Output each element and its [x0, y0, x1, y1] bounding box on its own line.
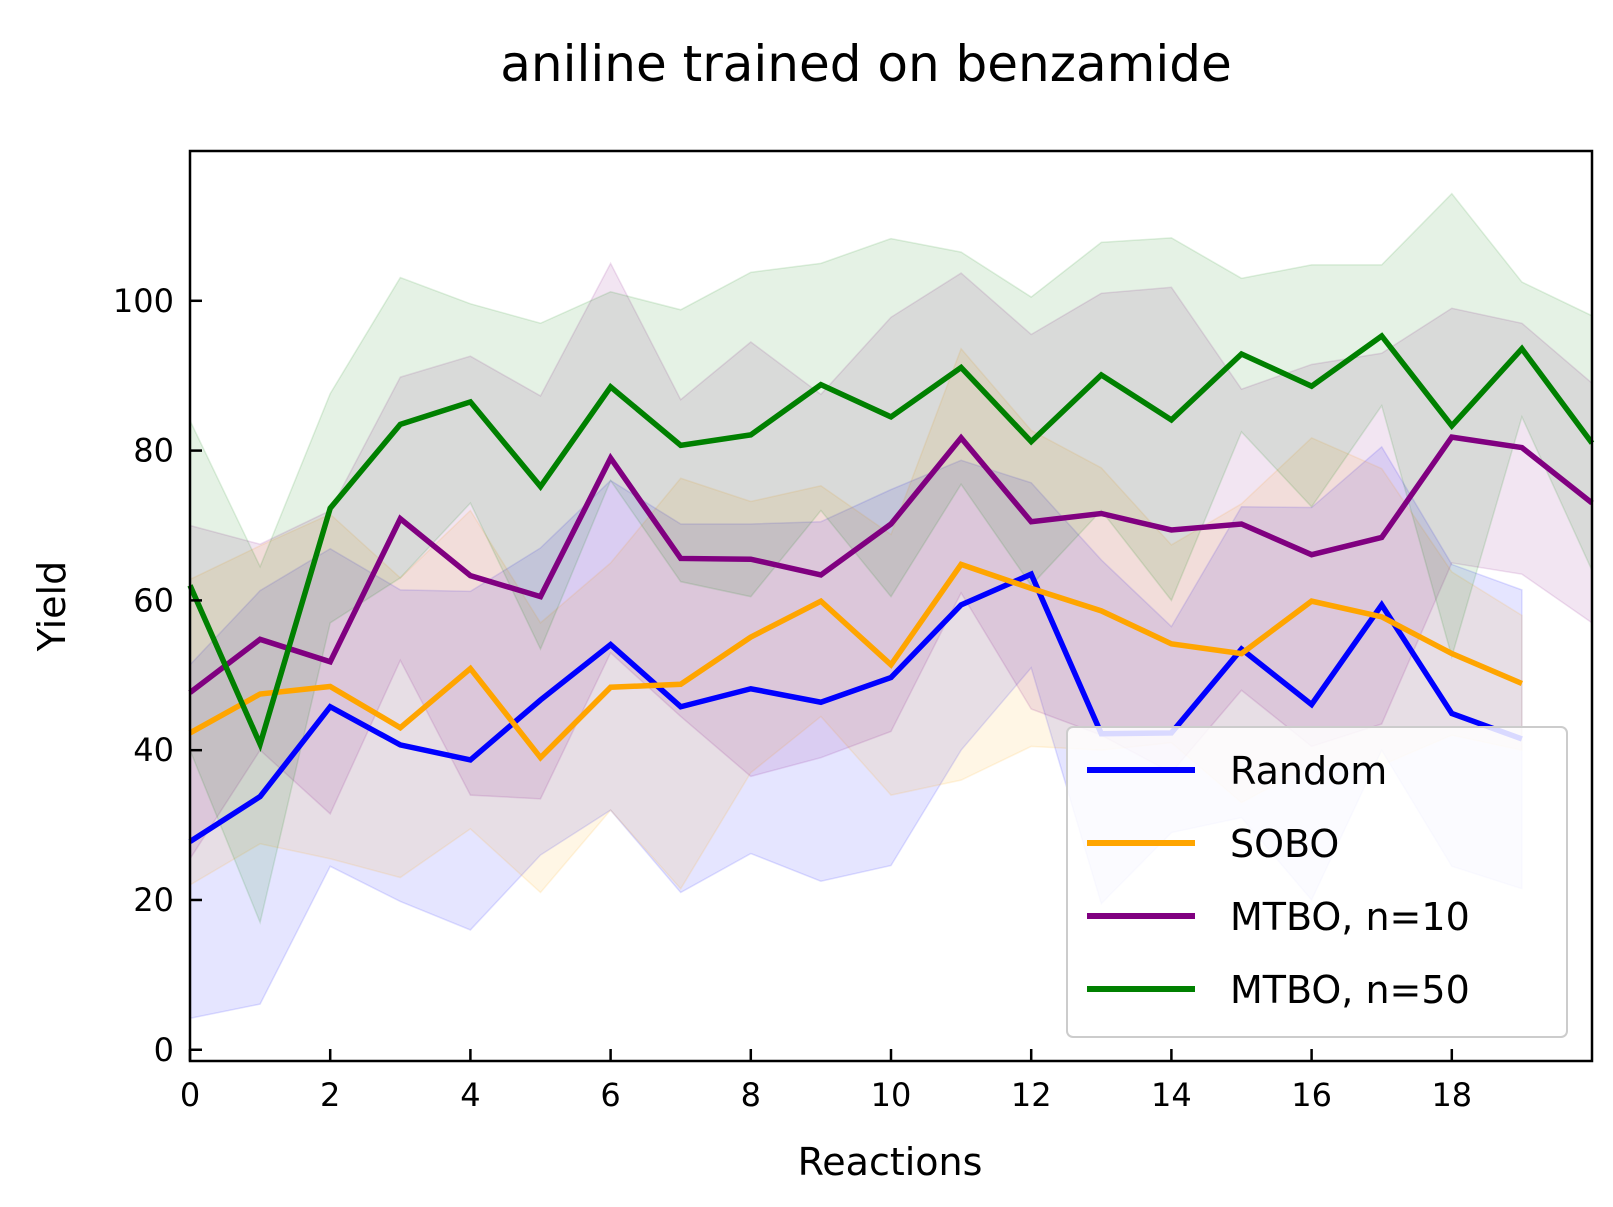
x-tick-label: 2: [320, 1076, 340, 1114]
y-tick-label: 20: [133, 881, 174, 919]
x-tick-label: 0: [180, 1076, 200, 1114]
y-axis-label: Yield: [30, 561, 74, 652]
x-tick-label: 14: [1151, 1076, 1192, 1114]
y-tick-label: 60: [133, 581, 174, 619]
y-axis: 0 20 40 60 80 100: [113, 282, 202, 1069]
legend: Random SOBO MTBO, n=10 MTBO, n=50: [1066, 726, 1568, 1038]
x-tick-label: 16: [1291, 1076, 1332, 1114]
y-tick-label: 80: [133, 432, 174, 470]
legend-label-sobo: SOBO: [1230, 822, 1339, 866]
line-mtbo-n-10: [188, 433, 1594, 695]
y-tick-label: 40: [133, 731, 174, 769]
y-tick-label: 100: [113, 282, 174, 320]
x-tick-label: 18: [1431, 1076, 1472, 1114]
lines-layer: [187, 332, 1595, 844]
x-tick-label: 4: [460, 1076, 480, 1114]
line-random: [188, 570, 1523, 844]
line-mtbo-n-50: [187, 332, 1595, 753]
x-tick-label: 8: [741, 1076, 761, 1114]
x-tick-label: 6: [600, 1076, 620, 1114]
line-sobo: [188, 561, 1523, 762]
legend-label-mtbo-n-50: MTBO, n=50: [1230, 968, 1470, 1012]
y-tick-label: 0: [154, 1031, 174, 1069]
chart-title: aniline trained on benzamide: [500, 35, 1231, 93]
x-tick-label: 12: [1011, 1076, 1052, 1114]
legend-label-mtbo-n-10: MTBO, n=10: [1230, 895, 1470, 939]
x-axis-label: Reactions: [798, 1140, 983, 1184]
x-tick-label: 10: [871, 1076, 912, 1114]
legend-label-random: Random: [1230, 749, 1387, 793]
x-axis: 0 2 4 6 8 10 12 14 16 18: [180, 1049, 1472, 1114]
legend-box: [1066, 726, 1568, 1038]
